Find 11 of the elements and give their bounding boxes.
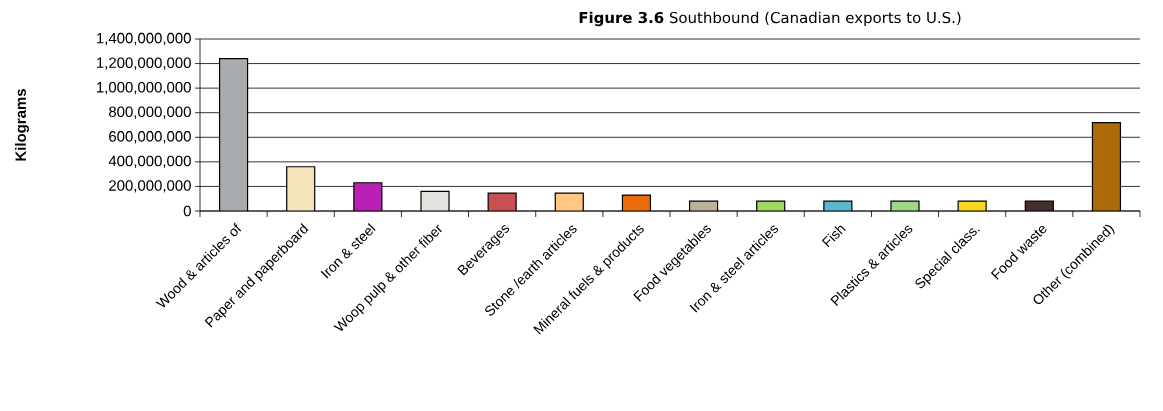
x-tick-label: Fish: [821, 225, 846, 248]
y-axis-title: Kilograms: [15, 89, 29, 161]
y-tick-label: 400,000,000: [108, 155, 191, 169]
chart-title: Figure 3.6 Southbound (Canadian exports to U.S.): [579, 11, 961, 27]
y-tick-label: 1,400,000,000: [97, 32, 191, 46]
y-tick-label: 0: [183, 205, 191, 217]
y-tick-label: 600,000,000: [109, 131, 191, 144]
y-tick-label: 1,200,000,000: [97, 57, 191, 70]
y-tick-label: 200,000,000: [109, 180, 191, 193]
y-tick-label: 1,000,000,000: [97, 81, 191, 95]
y-tick-label: 800,000,000: [109, 106, 191, 119]
